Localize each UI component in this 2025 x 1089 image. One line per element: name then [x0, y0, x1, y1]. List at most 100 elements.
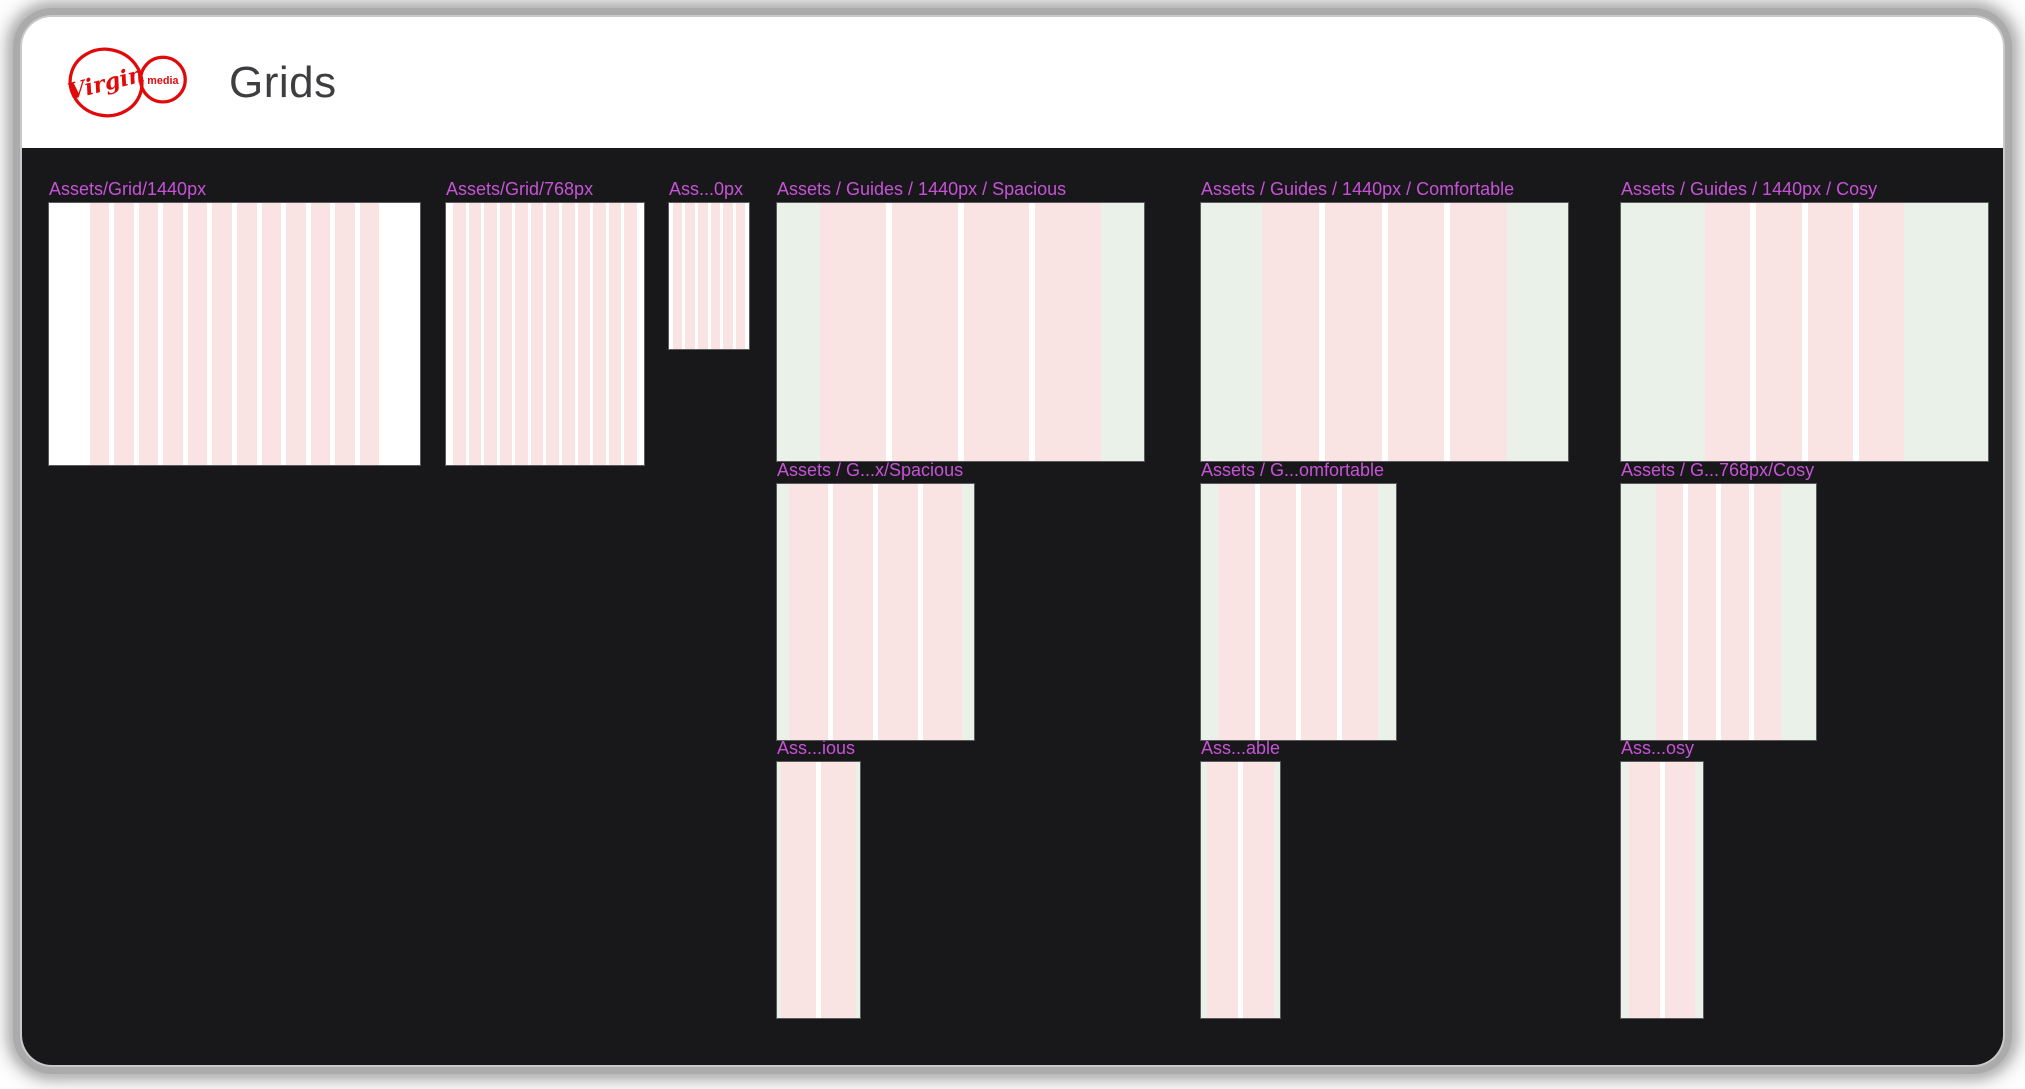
grid-margin	[1694, 762, 1703, 1018]
grid-column	[697, 203, 708, 349]
grid-column	[163, 203, 183, 465]
grid-margin	[1378, 484, 1396, 740]
grid-margin	[1507, 203, 1568, 461]
grid-column	[1206, 762, 1238, 1018]
figma-canvas[interactable]: Assets/Grid/1440px Assets/Grid/768px Ass..…	[22, 148, 2003, 1065]
grid-column	[1261, 203, 1319, 461]
grid-margin	[637, 203, 644, 465]
grid-column	[310, 203, 331, 465]
frame-guides-360px-spacious[interactable]	[777, 762, 860, 1018]
grid-columns	[788, 484, 963, 740]
grid-column	[735, 203, 746, 349]
grid-column	[891, 203, 958, 461]
grid-columns	[89, 203, 380, 465]
frame-label-grid-1440px[interactable]: Assets/Grid/1440px	[49, 179, 207, 199]
grid-column	[1259, 484, 1296, 740]
grid-column	[89, 203, 110, 465]
frame-guides-360px-cosy[interactable]	[1621, 762, 1703, 1018]
frame-label-guides-768px-comfortable[interactable]: Assets / G...omfortable	[1201, 460, 1385, 480]
frame-label-guides-360px-comfortable[interactable]: Ass...able	[1201, 738, 1281, 758]
grid-margin	[1781, 484, 1816, 740]
grid-margin	[777, 762, 782, 1018]
frame-label-guides-1440px-spacious[interactable]: Assets / Guides / 1440px / Spacious	[777, 179, 1067, 199]
grid-column	[530, 203, 544, 465]
frame-grid-1440px[interactable]	[49, 203, 420, 465]
grid-margin	[1621, 203, 1706, 461]
grid-columns	[1629, 762, 1695, 1018]
grid-column	[1807, 203, 1853, 461]
grid-margin	[1274, 762, 1280, 1018]
grid-column	[624, 203, 638, 465]
grid-column	[286, 203, 306, 465]
grid-margin	[1101, 203, 1144, 461]
grid-column	[672, 203, 683, 349]
frame-label-guides-360px-spacious[interactable]: Ass...ious	[777, 738, 856, 758]
frame-guides-768px-cosy[interactable]	[1621, 484, 1816, 740]
grid-column	[788, 484, 829, 740]
grid-column	[1218, 484, 1255, 740]
frame-label-guides-1440px-comfortable[interactable]: Assets / Guides / 1440px / Comfortable	[1201, 179, 1515, 199]
grid-margin	[777, 203, 820, 461]
grid-column	[608, 203, 622, 465]
grid-column	[1243, 762, 1275, 1018]
frame-label-guides-1440px-cosy[interactable]: Assets / Guides / 1440px / Cosy	[1621, 179, 1878, 199]
frame-label-guides-360px-cosy[interactable]: Ass...osy	[1621, 738, 1695, 758]
grid-columns	[1655, 484, 1782, 740]
grid-column	[1753, 484, 1782, 740]
frame-grid-360px[interactable]	[669, 203, 749, 349]
frame-guides-768px-spacious[interactable]	[777, 484, 974, 740]
page-title: Grids	[229, 57, 337, 107]
grid-column	[138, 203, 159, 465]
grid-column	[685, 203, 695, 349]
grid-margin	[1621, 484, 1656, 740]
grid-column	[1324, 203, 1382, 461]
grid-column	[593, 203, 606, 465]
grid-column	[1342, 484, 1379, 740]
grid-columns	[1261, 203, 1508, 461]
page-header: Virgin media Grids	[22, 17, 2003, 148]
grid-column	[1721, 484, 1749, 740]
grid-column	[922, 484, 963, 740]
grid-column	[1688, 484, 1717, 740]
grid-column	[723, 203, 733, 349]
grid-margin	[1201, 203, 1262, 461]
grid-column	[335, 203, 355, 465]
frame-guides-1440px-comfortable[interactable]	[1201, 203, 1568, 461]
grid-column	[484, 203, 497, 465]
grid-columns	[1218, 484, 1379, 740]
frame-guides-768px-comfortable[interactable]	[1201, 484, 1396, 740]
virgin-media-logo: Virgin media	[66, 47, 187, 118]
logo-right-loop	[138, 55, 187, 104]
frame-grid-768px[interactable]	[446, 203, 644, 465]
grid-column	[1756, 203, 1802, 461]
grid-margin	[962, 484, 974, 740]
frame-label-guides-768px-spacious[interactable]: Assets / G...x/Spacious	[777, 460, 964, 480]
app-window: Virgin media Grids Assets/Grid/1440px Ass…	[22, 17, 2003, 1065]
frame-label-grid-768px[interactable]: Assets/Grid/768px	[446, 179, 594, 199]
frame-guides-1440px-spacious[interactable]	[777, 203, 1144, 461]
grid-column	[819, 203, 886, 461]
grid-column	[821, 762, 856, 1018]
grid-column	[187, 203, 208, 465]
frame-guides-360px-comfortable[interactable]	[1201, 762, 1280, 1018]
grid-column	[468, 203, 482, 465]
grid-column	[1858, 203, 1904, 461]
grid-margin	[379, 203, 420, 465]
grid-column	[963, 203, 1030, 461]
grid-column	[452, 203, 466, 465]
grid-column	[1450, 203, 1508, 461]
grid-column	[833, 484, 873, 740]
grid-column	[1705, 203, 1751, 461]
frame-guides-1440px-cosy[interactable]	[1621, 203, 1988, 461]
grid-margin	[446, 203, 453, 465]
grid-column	[236, 203, 257, 465]
frame-label-guides-768px-cosy[interactable]: Assets / G...768px/Cosy	[1621, 460, 1815, 480]
grid-margin	[1201, 484, 1219, 740]
frame-label-grid-360px[interactable]: Ass...0px	[669, 179, 744, 199]
grid-column	[499, 203, 513, 465]
grid-margin	[669, 203, 673, 349]
grid-columns	[1206, 762, 1275, 1018]
grid-column	[1387, 203, 1445, 461]
grid-column	[710, 203, 721, 349]
